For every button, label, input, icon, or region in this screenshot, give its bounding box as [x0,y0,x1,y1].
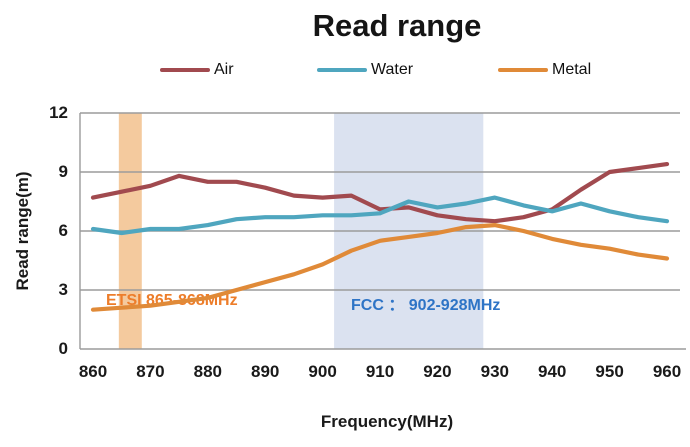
x-tick-940: 940 [538,362,567,381]
x-tick-930: 930 [480,362,509,381]
y-tick-12: 12 [49,103,68,122]
chart-title: Read range [312,8,482,43]
legend-item-metal: Metal [498,61,592,78]
x-tick-920: 920 [423,362,452,381]
y-tick-6: 6 [58,221,68,240]
air-line-swatch-icon [160,67,210,73]
metal-line-swatch-icon [498,67,548,73]
y-tick-9: 9 [58,162,68,181]
water-line [90,195,670,236]
x-tick-950: 950 [595,362,624,381]
x-tick-860: 860 [78,362,108,381]
x-tick-870: 870 [136,362,165,381]
legend-item-air: Air [160,61,234,78]
legend-item-water: Water [317,61,414,78]
x-tick-880: 880 [193,362,222,381]
water-line-swatch-icon [317,67,367,73]
legend-label-metal: Metal [552,61,592,78]
x-tick-910: 910 [365,362,395,381]
etsi-band-label: ETSI 865-868MHz [106,292,238,309]
x-axis-title: Frequency(MHz) [320,412,454,431]
etsi-band [118,113,142,349]
x-tick-890: 890 [251,362,280,381]
y-tick-0: 0 [58,339,68,358]
x-tick-900: 900 [308,362,337,381]
x-tick-960: 960 [652,362,682,381]
fcc-band-label: FCC ： 902-928MHz [351,297,501,314]
legend-label-air: Air [214,61,234,78]
y-tick-3: 3 [58,280,68,299]
legend-label-water: Water [371,61,414,78]
air-line [90,162,670,224]
